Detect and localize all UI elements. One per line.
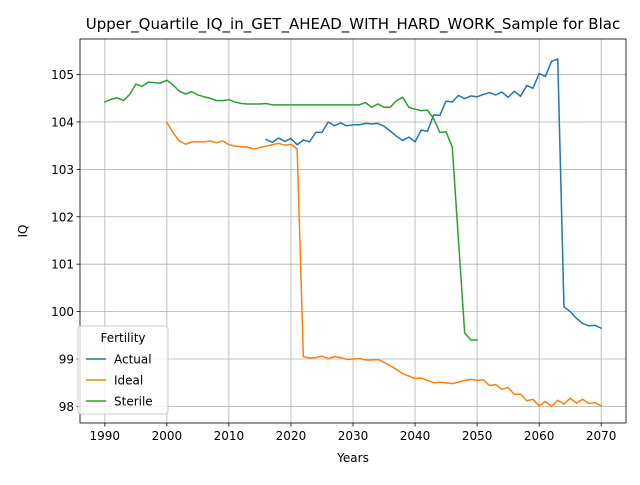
x-tick-label: 1990 — [90, 429, 121, 443]
x-tick-label: 2000 — [152, 429, 183, 443]
y-tick-label: 105 — [51, 68, 74, 82]
x-tick-label: 2010 — [214, 429, 245, 443]
y-tick-label: 99 — [59, 353, 74, 367]
x-axis-label: Years — [336, 451, 369, 465]
legend-entries: Actual Ideal Sterile — [86, 353, 153, 409]
x-tick-label: 2030 — [338, 429, 369, 443]
series-line-actual — [265, 58, 603, 330]
axis-ticks: 1990 2000 2010 2020 2030 2040 2050 2060 2070 98 99… — [51, 68, 616, 443]
legend-title: Fertility — [100, 331, 145, 345]
x-tick-label: 2070 — [586, 429, 617, 443]
series-lines — [103, 58, 603, 408]
y-tick-label: 103 — [51, 163, 74, 177]
x-tick-label: 2040 — [400, 429, 431, 443]
series-line-ideal — [165, 121, 603, 408]
y-axis-label: IQ — [16, 225, 30, 238]
y-tick-label: 104 — [51, 115, 74, 129]
legend-box — [77, 325, 169, 415]
chart-title: Upper_Quartile_IQ_in_GET_AHEAD_WITH_HARD… — [86, 15, 620, 34]
legend-label-actual: Actual — [114, 353, 152, 367]
legend: Fertility Actual Ideal Sterile — [77, 325, 169, 415]
y-tick-label: 101 — [51, 258, 74, 272]
series-line-sterile — [103, 79, 478, 341]
y-tick-label: 102 — [51, 210, 74, 224]
legend-label-ideal: Ideal — [114, 374, 143, 388]
x-tick-label: 2020 — [276, 429, 307, 443]
y-tick-label: 100 — [51, 305, 74, 319]
x-tick-label: 2060 — [524, 429, 555, 443]
legend-label-sterile: Sterile — [114, 395, 153, 409]
y-tick-label: 98 — [59, 400, 74, 414]
x-tick-label: 2050 — [462, 429, 493, 443]
